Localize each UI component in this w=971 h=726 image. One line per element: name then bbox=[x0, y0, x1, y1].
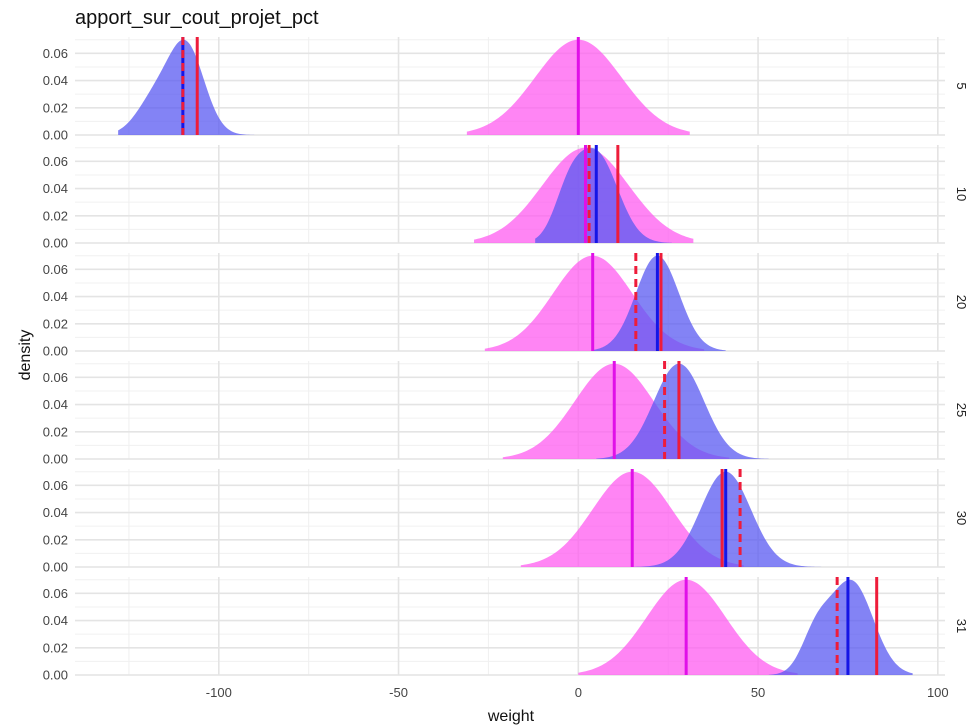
y-tick-label: 0.00 bbox=[43, 560, 68, 575]
panel-10: 0.00 0.02 0.04 0.06 10 bbox=[43, 145, 969, 251]
panel-20: 0.00 0.02 0.04 0.06 20 bbox=[43, 253, 969, 359]
y-tick-label: 0.02 bbox=[43, 640, 68, 655]
y-tick-label: 0.06 bbox=[43, 46, 68, 61]
y-tick-label: 0.04 bbox=[43, 289, 68, 304]
y-tick-label: 0.06 bbox=[43, 370, 68, 385]
chart-title: apport_sur_cout_projet_pct bbox=[75, 7, 319, 29]
x-tick-label: -100 bbox=[206, 685, 232, 700]
x-tick-label: 100 bbox=[927, 685, 949, 700]
y-tick-label: 0.00 bbox=[43, 344, 68, 359]
pink-density bbox=[578, 579, 798, 675]
facet-label-5: 5 bbox=[954, 82, 969, 89]
facet-label-30: 30 bbox=[954, 511, 969, 525]
y-tick-label: 0.00 bbox=[43, 128, 68, 143]
blue-density bbox=[596, 363, 769, 459]
facet-label-31: 31 bbox=[954, 619, 969, 633]
panel-5: 0.00 0.02 0.04 0.06 5 bbox=[43, 37, 969, 143]
blue-density bbox=[592, 255, 726, 351]
blue-density bbox=[535, 147, 672, 243]
y-tick-label: 0.06 bbox=[43, 262, 68, 277]
y-axis-label: density bbox=[17, 330, 34, 381]
panels: 0.000.020.040.0650.000.020.040.06100.000… bbox=[43, 37, 969, 683]
y-tick-label: 0.06 bbox=[43, 478, 68, 493]
y-tick-label: 0.04 bbox=[43, 397, 68, 412]
y-tick-label: 0.04 bbox=[43, 613, 68, 628]
y-tick-label: 0.02 bbox=[43, 424, 68, 439]
y-tick-label: 0.04 bbox=[43, 73, 68, 88]
y-tick-label: 0.00 bbox=[43, 668, 68, 683]
y-tick-label: 0.04 bbox=[43, 181, 68, 196]
facet-label-25: 25 bbox=[954, 403, 969, 417]
facet-label-20: 20 bbox=[954, 295, 969, 309]
y-tick-label: 0.06 bbox=[43, 154, 68, 169]
x-axis-ticks: -100 -50 0 50 100 bbox=[206, 685, 949, 700]
blue-density bbox=[118, 39, 255, 135]
x-axis-label: weight bbox=[487, 708, 535, 725]
x-tick-label: 0 bbox=[575, 685, 582, 700]
y-tick-label: 0.02 bbox=[43, 316, 68, 331]
y-tick-label: 0.02 bbox=[43, 208, 68, 223]
panel-25: 0.00 0.02 0.04 0.06 25 bbox=[43, 361, 969, 467]
y-tick-label: 0.06 bbox=[43, 586, 68, 601]
y-tick-label: 0.04 bbox=[43, 505, 68, 520]
x-tick-label: -50 bbox=[389, 685, 408, 700]
y-tick-label: 0.02 bbox=[43, 100, 68, 115]
x-tick-label: 50 bbox=[751, 685, 765, 700]
y-tick-label: 0.00 bbox=[43, 452, 68, 467]
panel-31: 0.00 0.02 0.04 0.06 31 bbox=[43, 577, 969, 683]
panel-30: 0.00 0.02 0.04 0.06 30 bbox=[43, 469, 969, 575]
blue-density bbox=[632, 471, 834, 567]
y-tick-label: 0.02 bbox=[43, 532, 68, 547]
y-tick-label: 0.00 bbox=[43, 236, 68, 251]
facet-label-10: 10 bbox=[954, 187, 969, 201]
